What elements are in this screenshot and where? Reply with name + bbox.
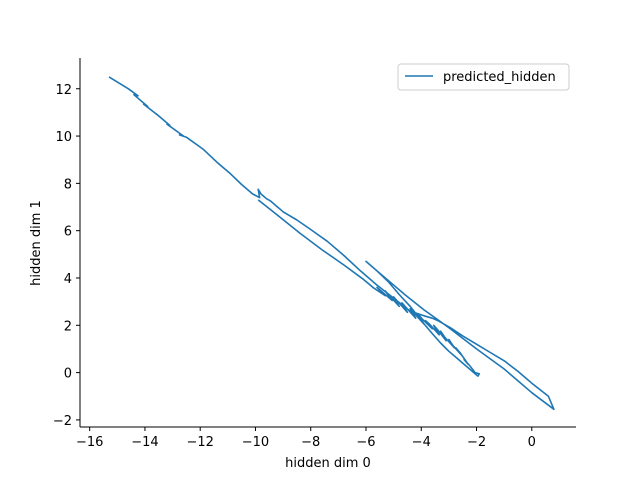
legend-box [397,63,570,91]
y-axis-label: hidden dim 1 [29,200,44,286]
x-tick-label: −4 [412,435,431,450]
x-tick-label: 0 [528,435,536,450]
axes [79,58,576,428]
x-tick-label: −16 [76,435,103,450]
x-tick-label: −14 [131,435,158,450]
x-axis-label: hidden dim 0 [285,456,371,471]
x-tick-label: −6 [356,435,375,450]
x-tick-label: −12 [186,435,213,450]
y-tick-label: −2 [53,414,72,429]
x-tick-label: −8 [301,435,320,450]
legend: predicted_hidden [397,63,570,91]
x-tick-label: −10 [242,435,269,450]
x-tick-label: −2 [467,435,486,450]
series-line-predicted_hidden [108,76,555,411]
plot-area [108,76,555,411]
y-axis-ticks: −2 0 2 4 6 8 10 12 [53,83,80,429]
x-axis-ticks: −16 −14 −12 −10 −8 −6 −4 −2 0 [76,427,536,450]
y-tick-label: 2 [64,319,72,334]
y-tick-label: 10 [55,130,72,145]
y-tick-label: 0 [64,367,72,382]
y-tick-label: 12 [55,83,72,98]
y-tick-label: 4 [64,272,72,287]
legend-label: predicted_hidden [443,70,556,85]
y-tick-label: 6 [64,225,72,240]
y-tick-label: 8 [64,177,72,192]
